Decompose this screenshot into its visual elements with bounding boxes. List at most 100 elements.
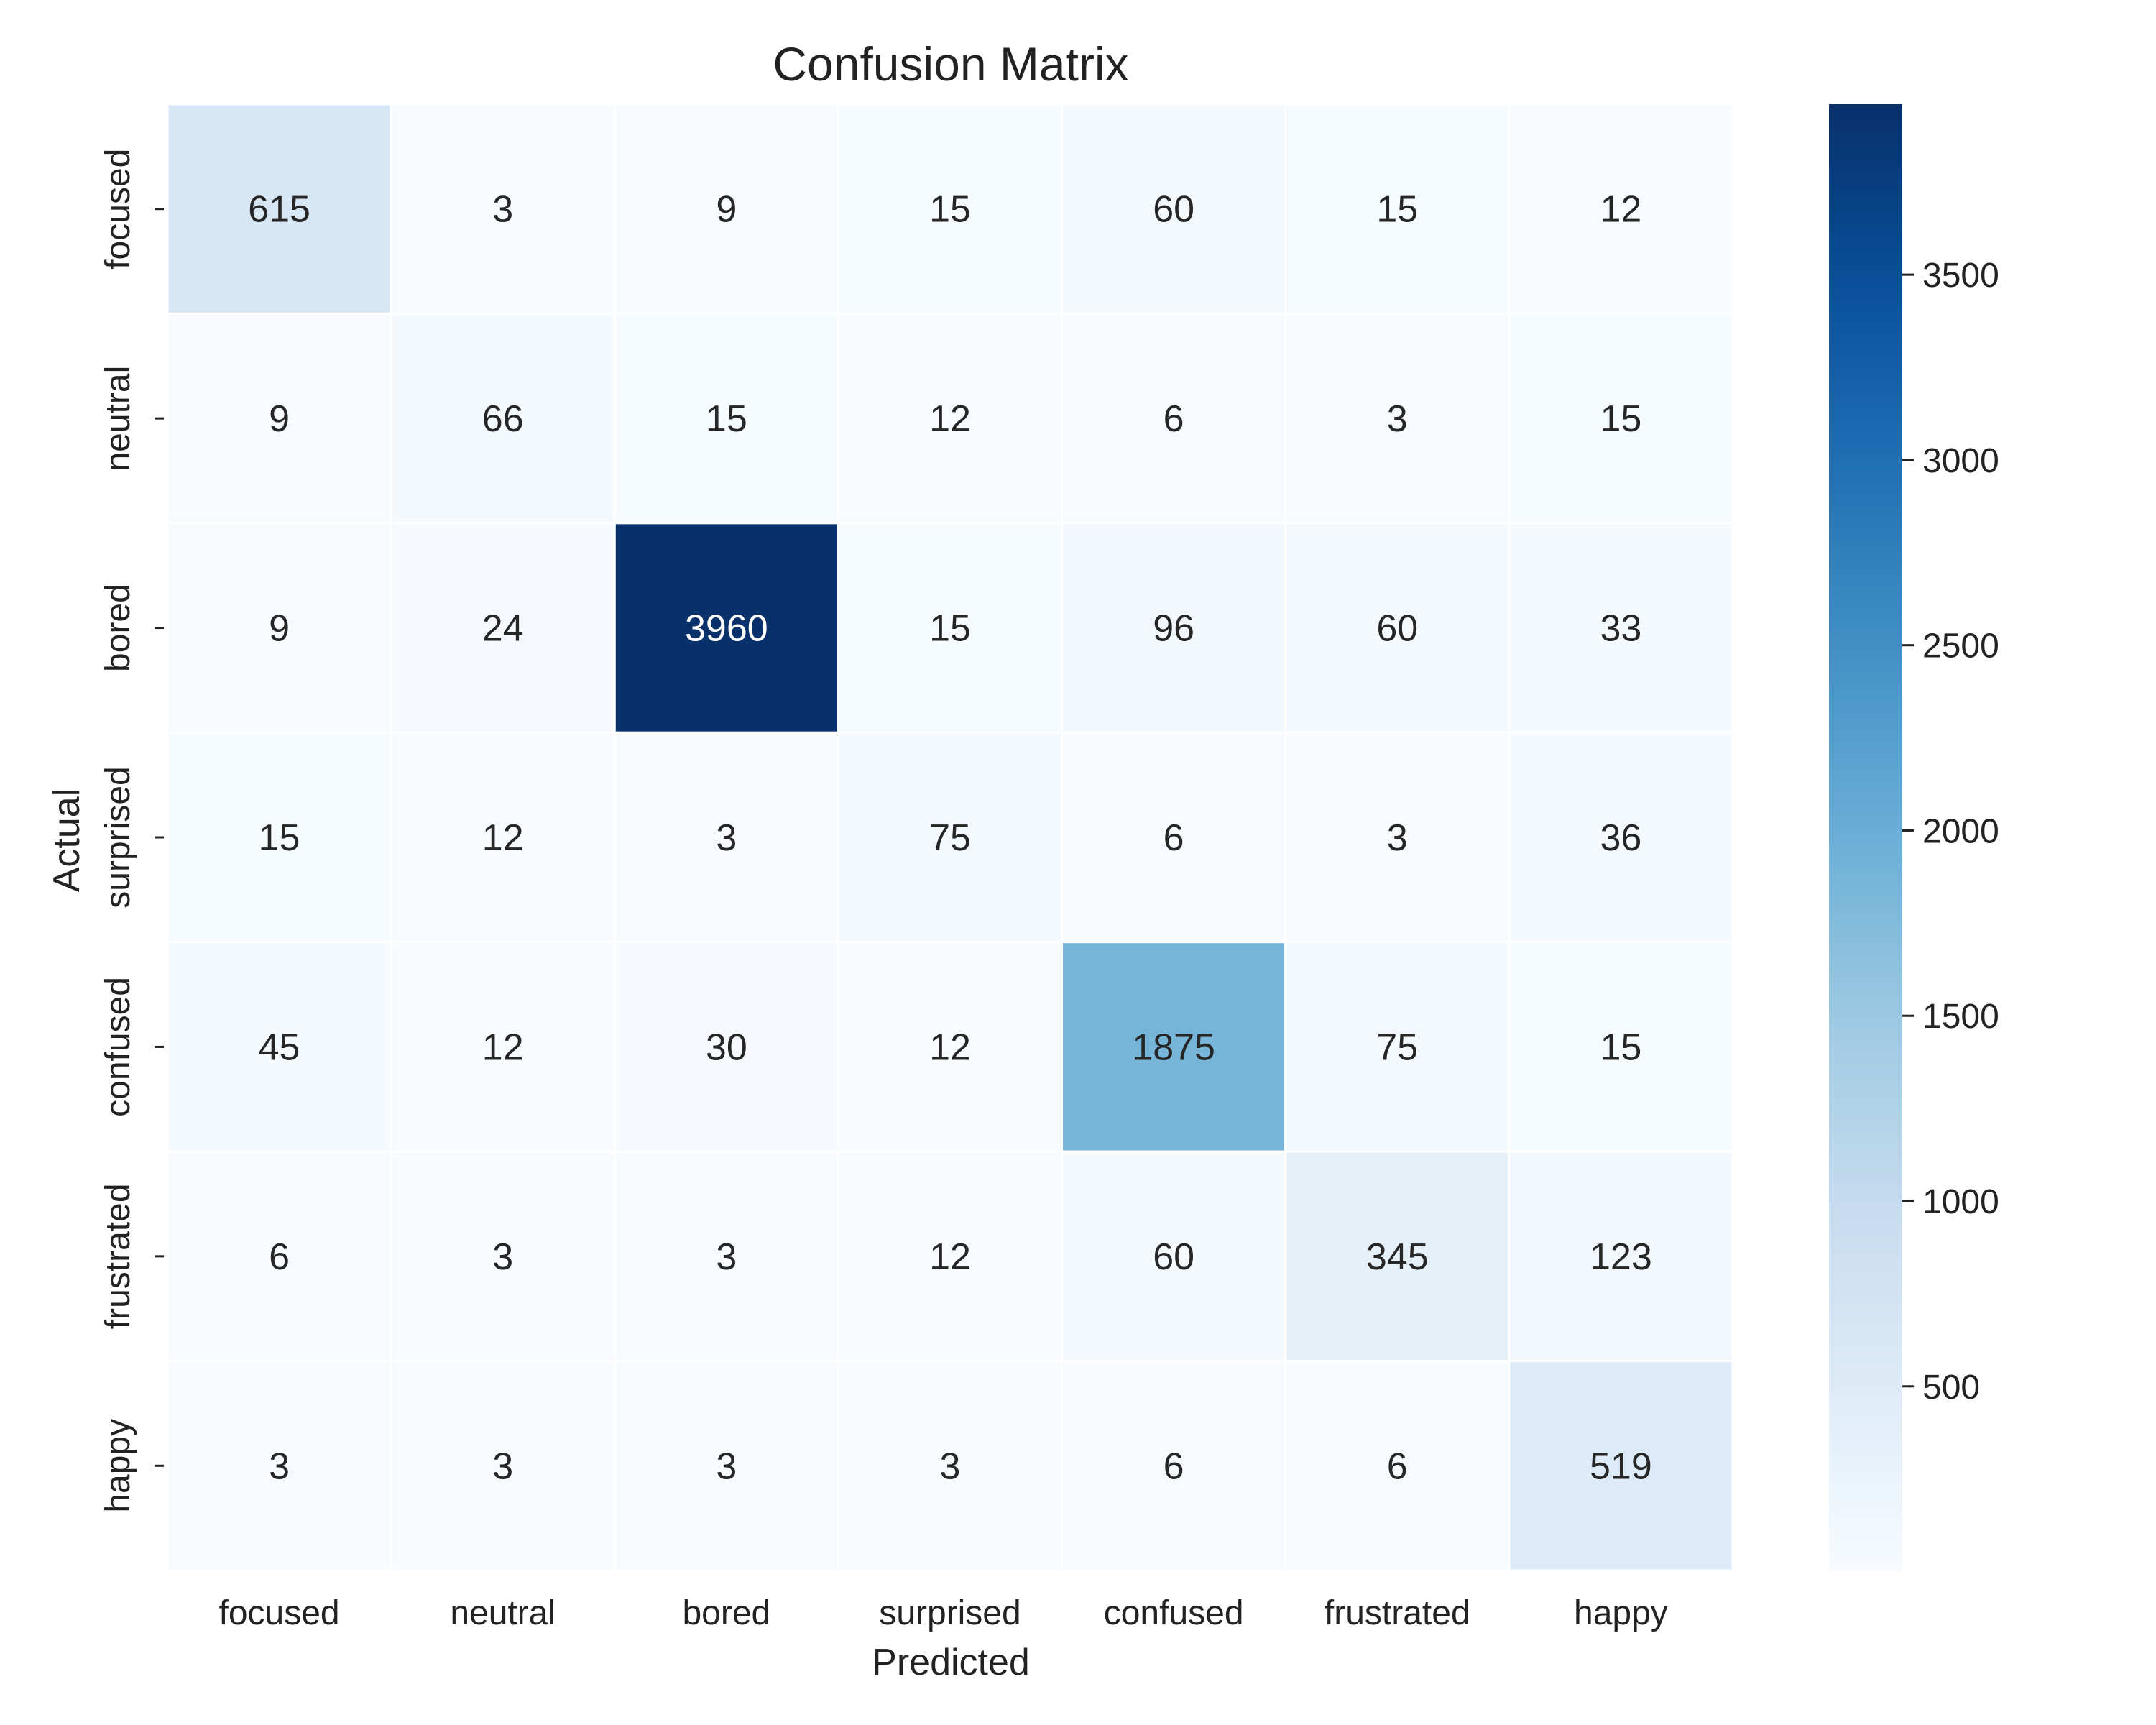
colorbar-tick-label: 2500 xyxy=(1922,627,1999,666)
cell-value-label: 6 xyxy=(1164,817,1184,859)
cell-value-label: 3960 xyxy=(685,608,768,650)
cell-value-label: 3 xyxy=(1387,817,1408,859)
heatmap-cell xyxy=(166,941,392,1153)
heatmap-cell xyxy=(166,312,392,525)
y-tick-label: happy xyxy=(99,1419,137,1513)
y-tick-label: surprised xyxy=(99,766,137,908)
cell-value-label: 15 xyxy=(1600,1026,1641,1068)
heatmap-cell xyxy=(1508,941,1734,1153)
heatmap-cell xyxy=(1508,1150,1734,1363)
heatmap-cell xyxy=(1284,103,1511,315)
cell-value-label: 9 xyxy=(269,398,290,440)
x-tick-label: happy xyxy=(1574,1594,1668,1632)
cell-value-label: 12 xyxy=(929,1026,971,1068)
cell-value-label: 6 xyxy=(269,1236,290,1278)
colorbar-tick-label: 3000 xyxy=(1922,442,1999,480)
x-tick-label: neutral xyxy=(450,1594,556,1632)
cell-value-label: 15 xyxy=(259,817,300,859)
heatmap-cell xyxy=(390,1150,616,1363)
cell-value-label: 345 xyxy=(1366,1236,1429,1278)
cell-value-label: 12 xyxy=(482,1026,524,1068)
cell-value-label: 3 xyxy=(269,1445,290,1487)
heatmap-cell xyxy=(166,103,392,315)
colorbar-tick-label: 1000 xyxy=(1922,1183,1999,1221)
heatmap-cell xyxy=(1284,1360,1511,1572)
cell-value-label: 75 xyxy=(929,817,971,859)
heatmap-cell xyxy=(613,103,839,315)
heatmap-cell xyxy=(166,1150,392,1363)
x-tick-label: surprised xyxy=(879,1594,1021,1632)
cell-value-label: 3 xyxy=(716,817,737,859)
cell-value-label: 3 xyxy=(940,1445,961,1487)
heatmap-cell xyxy=(1061,1360,1287,1572)
heatmap-cell xyxy=(1284,312,1511,525)
heatmap-cell xyxy=(837,522,1064,734)
x-tick-label: frustrated xyxy=(1325,1594,1470,1632)
cell-value-label: 15 xyxy=(1376,189,1418,231)
cell-value-label: 3 xyxy=(1387,398,1408,440)
heatmap-cell xyxy=(390,731,616,944)
cell-value-label: 36 xyxy=(1600,817,1641,859)
colorbar-ticks: 500 1000 1500 2000 2500 3000 3500 xyxy=(1902,257,1999,1407)
y-tick-label: bored xyxy=(99,584,137,672)
colorbar-tick-label: 2000 xyxy=(1922,812,1999,850)
cell-value-label: 3 xyxy=(716,1445,737,1487)
colorbar-tick-label: 3500 xyxy=(1922,257,1999,295)
cell-value-label: 615 xyxy=(248,189,310,231)
cell-value-label: 12 xyxy=(929,1236,971,1278)
y-tick-label: frustrated xyxy=(99,1183,137,1329)
heatmap-cell xyxy=(390,103,616,315)
heatmap-cell xyxy=(613,1360,839,1572)
colorbar-tick-label: 500 xyxy=(1922,1368,1980,1407)
heatmap-cell xyxy=(1061,522,1287,734)
cell-value-label: 6 xyxy=(1164,1445,1184,1487)
y-axis-label: Actual xyxy=(46,788,88,893)
cell-value-label: 15 xyxy=(706,398,747,440)
heatmap-cell xyxy=(1508,1360,1734,1572)
cell-value-label: 66 xyxy=(482,398,524,440)
y-tick-label: confused xyxy=(99,977,137,1117)
heatmap-cell xyxy=(1061,312,1287,525)
cell-value-label: 75 xyxy=(1376,1026,1418,1068)
cell-value-label: 3 xyxy=(492,1445,513,1487)
y-tick-label: focused xyxy=(99,149,137,270)
cell-value-label: 33 xyxy=(1600,608,1641,650)
cell-value-label: 9 xyxy=(269,608,290,650)
cell-value-label: 30 xyxy=(706,1026,747,1068)
heatmap-cell xyxy=(1061,103,1287,315)
heatmap-cell xyxy=(1508,312,1734,525)
heatmap-cell xyxy=(1284,731,1511,944)
heatmap-cell xyxy=(166,1360,392,1572)
heatmap-cell xyxy=(837,1150,1064,1363)
cell-value-label: 9 xyxy=(716,189,737,231)
heatmap-cell xyxy=(1284,522,1511,734)
cell-value-label: 24 xyxy=(482,608,524,650)
heatmap-cell xyxy=(1508,522,1734,734)
heatmap-cell xyxy=(613,1150,839,1363)
heatmap-cell xyxy=(1508,731,1734,944)
x-tick-label: focused xyxy=(219,1594,340,1632)
cell-value-label: 15 xyxy=(1600,398,1641,440)
heatmap-cell xyxy=(166,522,392,734)
x-tick-label: confused xyxy=(1104,1594,1244,1632)
heatmap-cell xyxy=(837,103,1064,315)
cell-value-label: 123 xyxy=(1590,1236,1652,1278)
cell-value-label: 12 xyxy=(482,817,524,859)
x-tick-label: bored xyxy=(682,1594,770,1632)
colorbar xyxy=(1829,104,1902,1570)
y-tick-labels: focused neutral bored surprised confused frus… xyxy=(99,149,164,1513)
x-tick-labels: focused neutral bored surprised confused frus… xyxy=(219,1594,1668,1632)
heatmap-cell xyxy=(613,522,839,734)
cell-value-label: 519 xyxy=(1590,1445,1652,1487)
cell-value-label: 6 xyxy=(1164,398,1184,440)
cell-value-label: 3 xyxy=(492,1236,513,1278)
chart-title: Confusion Matrix xyxy=(773,37,1128,91)
heatmap-cell xyxy=(837,1360,1064,1572)
cell-value-label: 12 xyxy=(929,398,971,440)
cell-value-label: 60 xyxy=(1153,1236,1194,1278)
cell-value-label: 15 xyxy=(929,189,971,231)
x-axis-label: Predicted xyxy=(872,1642,1030,1683)
cell-value-label: 12 xyxy=(1600,189,1641,231)
heatmap-cell xyxy=(1061,1150,1287,1363)
